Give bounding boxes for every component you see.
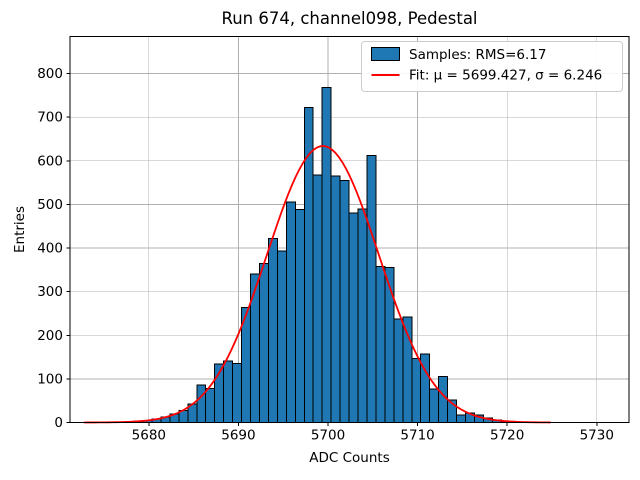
histogram-bar [375,265,386,424]
histogram-bar [312,174,323,423]
x-tick-label: 5690 [221,428,255,444]
histogram-bar [267,237,278,423]
histogram-bar [250,273,260,423]
histogram-bar [384,267,395,423]
histogram-bar [223,360,234,424]
histogram-bar [366,155,377,423]
x-tick-label: 5730 [580,428,614,444]
histogram-bar [232,363,243,424]
legend-fit-label: Fit: μ = 5699.427, σ = 6.246 [409,68,602,84]
histogram-bar [330,175,341,423]
y-tick-label: 0 [54,415,63,431]
y-tick-label: 700 [37,110,63,126]
y-tick-label: 300 [37,284,63,300]
histogram-bar [294,209,305,423]
histogram-bar [456,414,467,423]
legend: Samples: RMS=6.17 Fit: μ = 5699.427, σ =… [361,41,623,92]
legend-box [361,41,623,92]
y-tick-label: 400 [37,241,63,257]
y-tick-label: 800 [37,66,63,82]
histogram-bars [124,87,511,424]
y-tick-label: 100 [37,371,63,387]
histogram-bar [276,250,287,423]
histogram-bar [285,201,296,423]
histogram-bar [411,357,422,423]
y-tick-label: 200 [37,328,63,344]
axes-frame [69,36,630,423]
x-tick-label: 5700 [311,428,345,444]
legend-samples-swatch [371,47,400,61]
histogram-bar [339,179,350,423]
x-axis-label: ADC Counts [309,450,389,466]
plot-title: Run 674, channel098, Pedestal [221,9,477,28]
fit-curve-line [83,145,552,424]
legend-samples-label: Samples: RMS=6.17 [409,47,546,63]
histogram-bar [357,208,368,423]
histogram-bar [348,212,359,423]
x-tick-label: 5680 [132,428,166,444]
x-tick-label: 5710 [400,428,434,444]
y-tick-label: 600 [37,153,63,169]
histogram-bar [321,87,332,423]
histogram-bar [429,388,440,424]
x-tick-label: 5720 [490,428,524,444]
histogram-bar [258,262,269,423]
ticks-layer: 5680 5690 5700 5710 5720 5730 0 100 200 300 400 500… [37,66,614,443]
y-tick-label: 500 [37,197,63,213]
histogram-bar [205,387,216,424]
y-axis-label: Entries [12,206,28,253]
histogram-bar [196,384,207,423]
histogram-bar [393,318,404,423]
